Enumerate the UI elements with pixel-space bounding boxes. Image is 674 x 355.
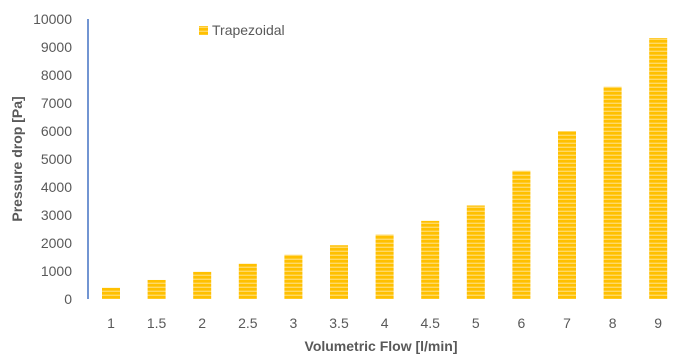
x-tick-label: 1 bbox=[107, 315, 115, 331]
bar bbox=[558, 131, 576, 299]
y-tick-label: 4000 bbox=[41, 179, 72, 195]
y-tick-label: 1000 bbox=[41, 263, 72, 279]
x-axis-title: Volumetric Flow [l/min] bbox=[305, 338, 458, 354]
x-tick-label: 6 bbox=[518, 315, 526, 331]
y-tick-label: 2000 bbox=[41, 235, 72, 251]
x-tick-label: 2.5 bbox=[238, 315, 258, 331]
bar bbox=[512, 170, 531, 299]
bar bbox=[421, 220, 440, 299]
x-tick-label: 8 bbox=[609, 315, 617, 331]
y-tick-label: 6000 bbox=[41, 123, 72, 139]
y-tick-label: 5000 bbox=[41, 151, 72, 167]
bar bbox=[238, 263, 257, 299]
y-tick-label: 7000 bbox=[41, 95, 72, 111]
bar bbox=[466, 205, 485, 299]
x-tick-label: 3 bbox=[290, 315, 298, 331]
bars-group bbox=[102, 38, 668, 299]
x-tick-label: 5 bbox=[472, 315, 480, 331]
bar bbox=[102, 287, 120, 299]
legend: Trapezoidal bbox=[199, 22, 285, 38]
bar bbox=[375, 234, 394, 299]
y-axis-title: Pressure drop [Pa] bbox=[9, 96, 25, 221]
y-tick-label: 0 bbox=[64, 291, 72, 307]
legend-swatch bbox=[199, 26, 208, 35]
x-tick-label: 9 bbox=[654, 315, 662, 331]
y-axis-ticks: 0 1000 2000 3000 4000 5000 6000 7000 8000 9000 100… bbox=[33, 11, 72, 307]
x-tick-label: 3.5 bbox=[329, 315, 349, 331]
bar bbox=[330, 245, 348, 299]
bar bbox=[193, 271, 212, 299]
x-tick-label: 1.5 bbox=[147, 315, 167, 331]
x-axis-ticks: 1 1.5 2 2.5 3 3.5 4 4.5 5 6 7 8 9 bbox=[107, 315, 662, 331]
x-tick-label: 4.5 bbox=[420, 315, 440, 331]
x-tick-label: 2 bbox=[198, 315, 206, 331]
y-tick-label: 3000 bbox=[41, 207, 72, 223]
bar bbox=[649, 38, 668, 299]
y-tick-label: 8000 bbox=[41, 67, 72, 83]
x-tick-label: 4 bbox=[381, 315, 389, 331]
bar bbox=[603, 86, 622, 299]
bar bbox=[284, 254, 303, 299]
x-tick-label: 7 bbox=[563, 315, 571, 331]
legend-label: Trapezoidal bbox=[212, 22, 285, 38]
y-tick-label: 9000 bbox=[41, 39, 72, 55]
y-tick-label: 10000 bbox=[33, 11, 72, 27]
bar bbox=[147, 279, 166, 299]
